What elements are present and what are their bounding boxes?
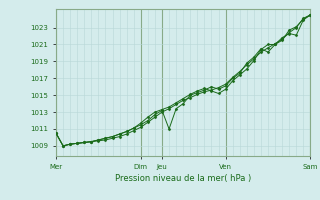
X-axis label: Pression niveau de la mer( hPa ): Pression niveau de la mer( hPa ) <box>115 174 251 183</box>
